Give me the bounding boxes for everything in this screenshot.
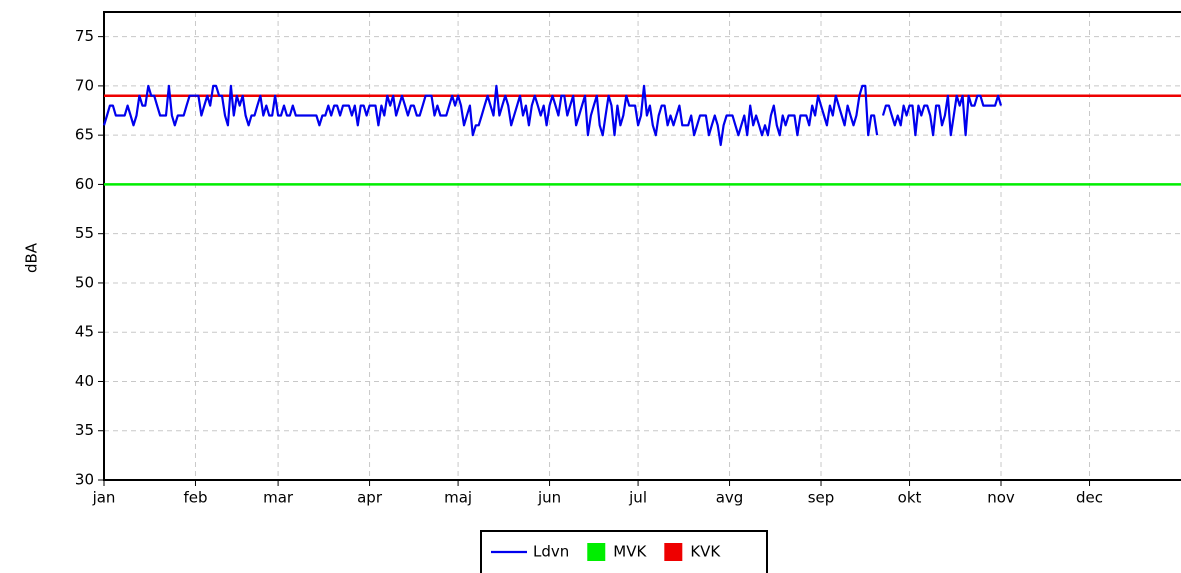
y-tick-label: 55 (75, 224, 94, 242)
y-tick-label: 65 (75, 126, 94, 144)
line-series (102, 84, 1003, 147)
legend-label: Ldvn (533, 543, 569, 561)
x-tick-label: sep (808, 489, 835, 507)
plot-frame (103, 11, 1181, 481)
y-tick-label: 50 (75, 273, 94, 291)
y-tick-label: 70 (75, 76, 94, 94)
x-tick-label: jun (537, 489, 561, 507)
y-tick-label: 40 (75, 372, 94, 390)
legend-swatch (587, 543, 606, 561)
x-tick-label: mar (263, 489, 294, 507)
legend-swatch (664, 543, 683, 561)
y-tick-label: 35 (75, 421, 94, 439)
y-tick-label: 75 (75, 27, 94, 45)
legend-label: MVK (613, 543, 647, 561)
x-tick-label: jul (628, 489, 647, 507)
x-tick-label: feb (183, 489, 207, 507)
x-tick-label: jan (92, 489, 116, 507)
y-tick-label: 30 (75, 471, 94, 489)
x-tick-label: nov (987, 489, 1015, 507)
x-tick-label: dec (1076, 489, 1103, 507)
x-tick-label: okt (898, 489, 922, 507)
x-tick-label: avg (716, 489, 744, 507)
x-tick-label: maj (444, 489, 472, 507)
legend-label: KVK (690, 543, 721, 561)
y-tick-label: 45 (75, 323, 94, 341)
y-tick-label: 60 (75, 175, 94, 193)
x-tick-label: apr (357, 489, 383, 507)
y-axis-label: dBA (23, 242, 41, 273)
legend-box (480, 530, 768, 573)
